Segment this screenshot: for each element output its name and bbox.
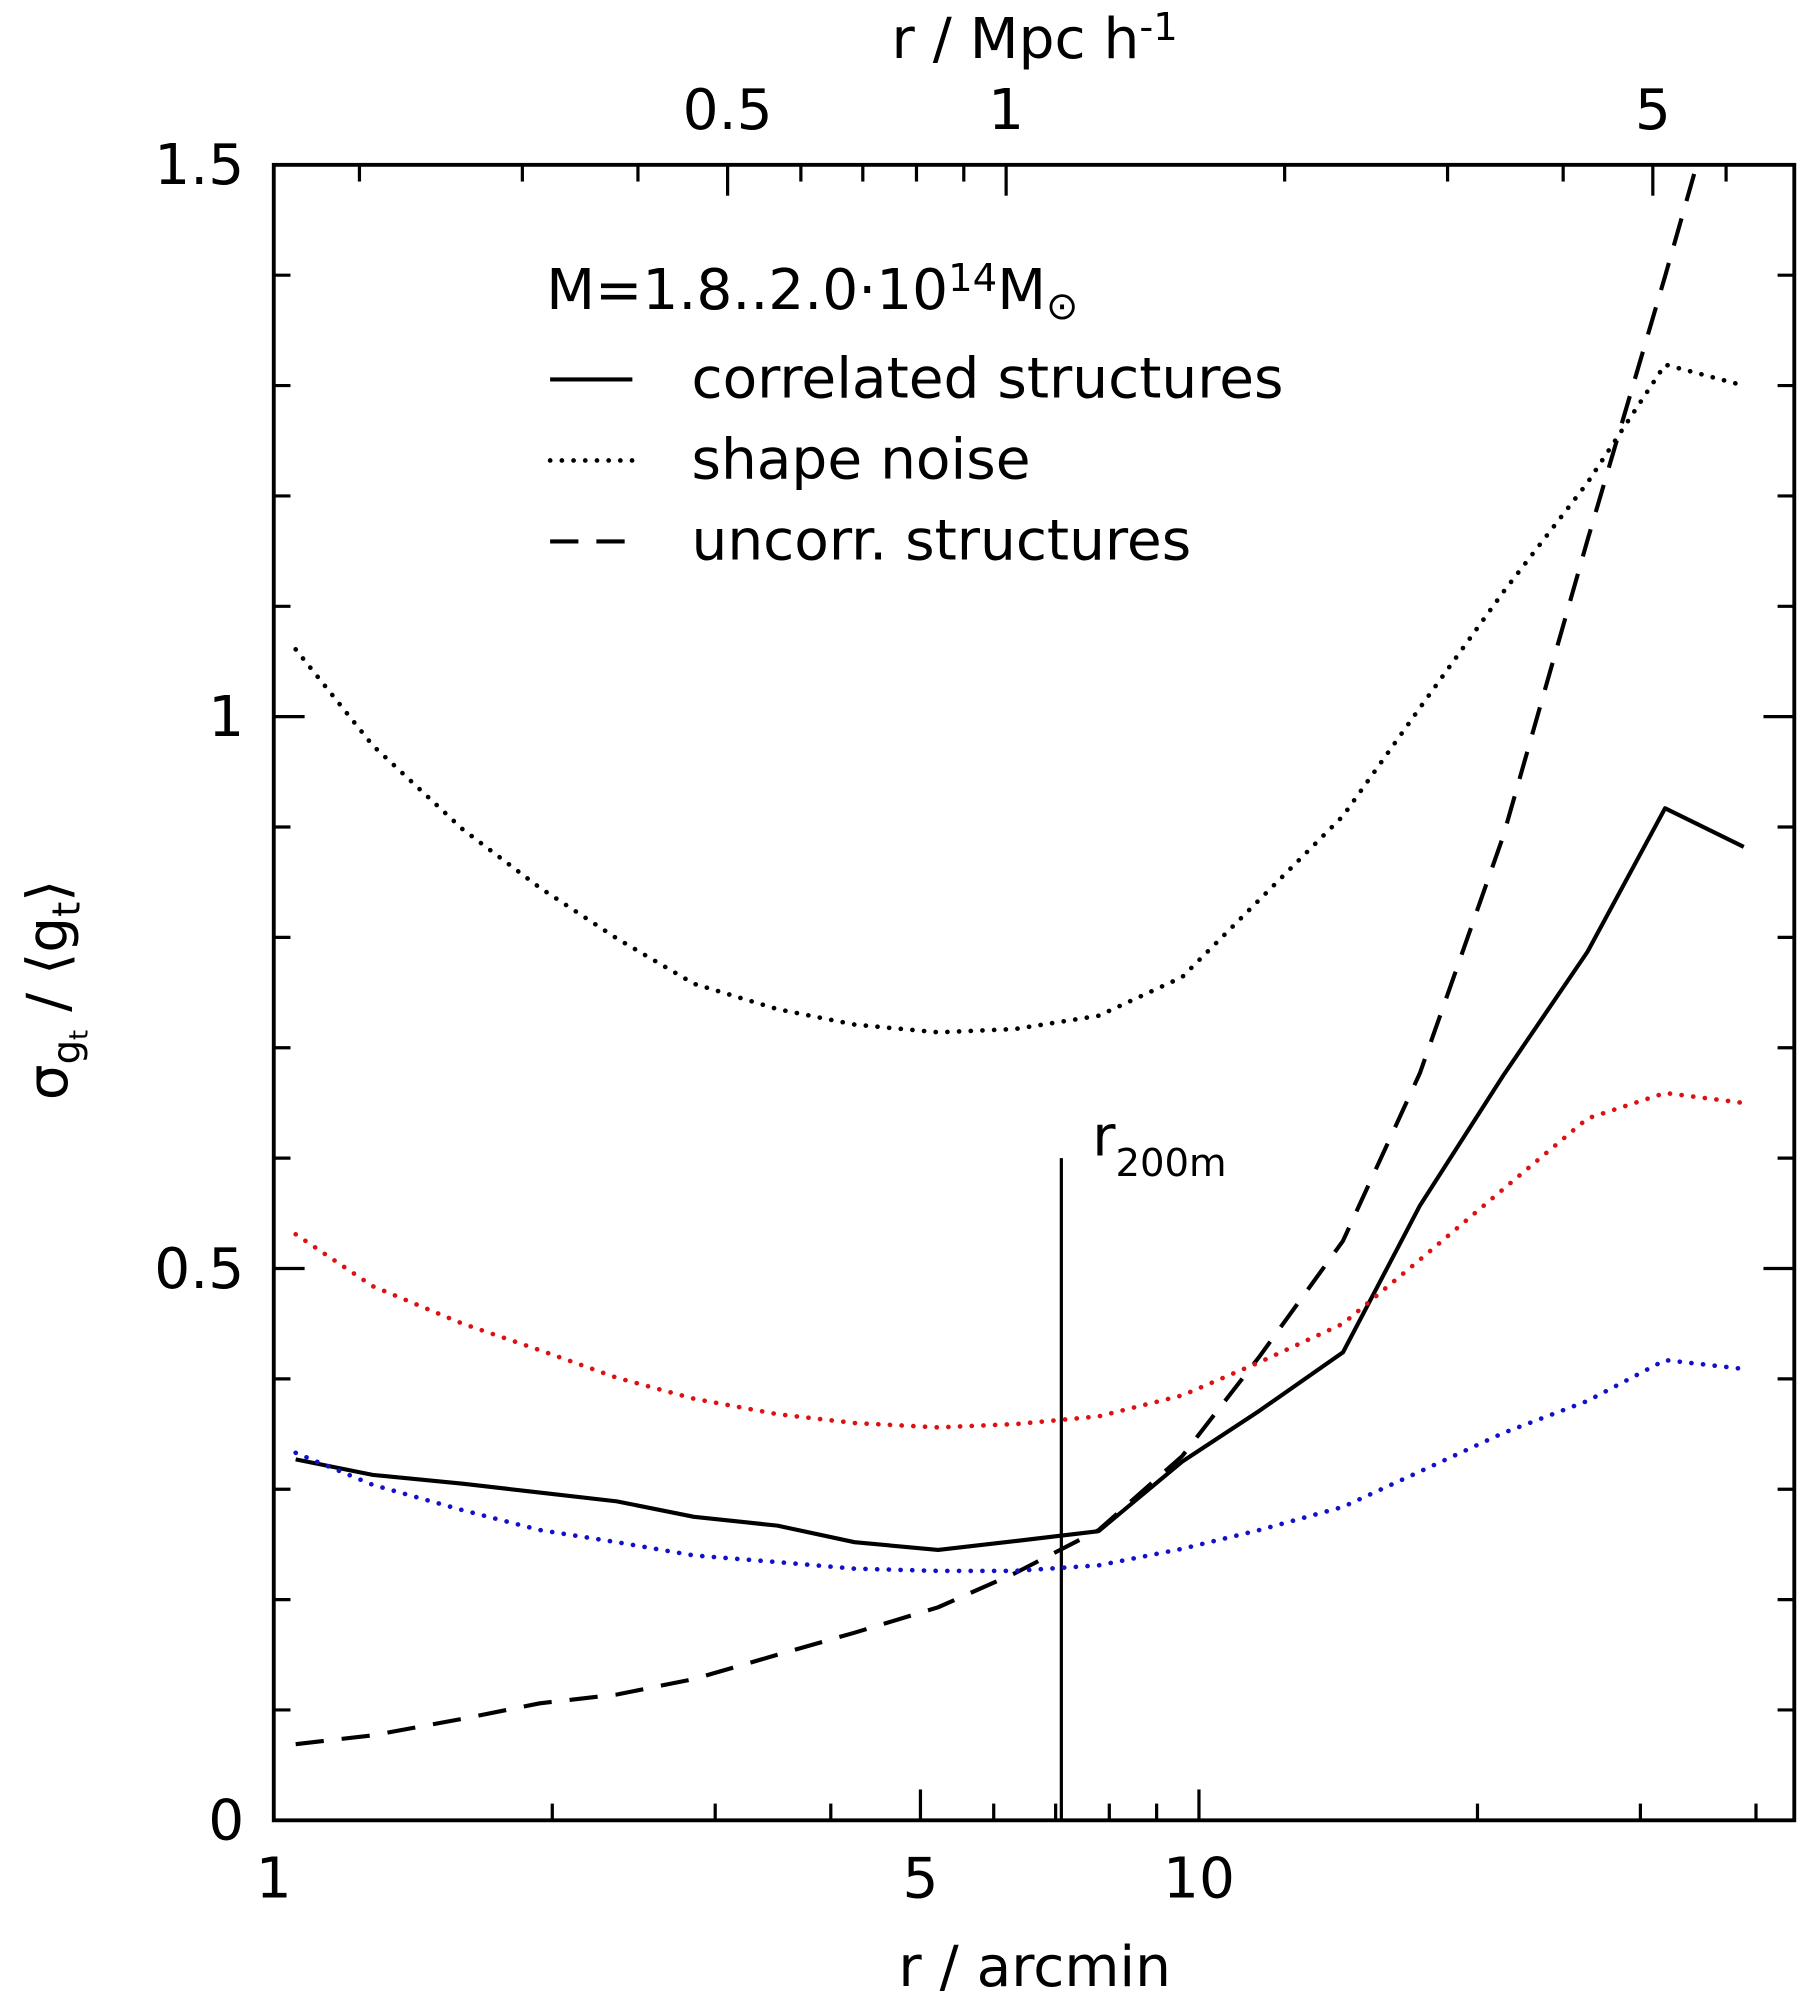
legend-title-sup: 14 xyxy=(948,256,997,301)
r200m-label-sub: 200m xyxy=(1115,1141,1226,1186)
y-tick-label: 1 xyxy=(208,685,244,750)
series-line xyxy=(293,1357,1747,1574)
y-label-sub: g xyxy=(45,1040,90,1064)
x2-tick-label: 0.5 xyxy=(683,78,773,143)
legend-title-sun: ⊙ xyxy=(1046,284,1078,329)
y-tick-label: 0 xyxy=(208,1789,244,1854)
x-tick-label: 5 xyxy=(902,1846,938,1911)
legend-title-main: M=1.8..2.0·10 xyxy=(546,258,948,323)
series-line xyxy=(295,164,1699,1747)
legend-label: uncorr. structures xyxy=(691,508,1191,573)
r200m-label-main: r xyxy=(1092,1105,1116,1170)
plot-frame xyxy=(271,162,1797,1823)
y-tick-label: 1.5 xyxy=(154,133,244,198)
x2-label-sup: -1 xyxy=(1139,5,1177,50)
series-line xyxy=(295,806,1745,1552)
x2-tick-label: 1 xyxy=(988,78,1024,143)
legend-title-m: M xyxy=(997,258,1046,323)
plot-area xyxy=(293,164,1747,1821)
x-tick-label: 10 xyxy=(1163,1846,1235,1911)
r200m-label: r200m xyxy=(1092,1105,1226,1187)
x2-label-main: r / Mpc h xyxy=(892,7,1140,72)
x-tick-label: 1 xyxy=(256,1846,292,1911)
legend-label: shape noise xyxy=(691,427,1030,492)
x2-tick-label: 5 xyxy=(1635,78,1671,143)
y-tick-label: 0.5 xyxy=(154,1237,244,1302)
x2-axis-label: r / Mpc h-1 xyxy=(892,5,1178,72)
y-label-subsub: t xyxy=(64,1030,94,1040)
y-label-end: ⟩ xyxy=(16,880,81,902)
series-line xyxy=(293,1090,1747,1430)
y-axis-label: σgt/ ⟨gt⟩ xyxy=(16,880,95,1101)
y-label-sigma: σ xyxy=(16,1064,81,1100)
legend-label: correlated structures xyxy=(691,346,1283,411)
y-label-mid: / ⟨g xyxy=(16,917,81,1012)
x-axis-label: r / arcmin xyxy=(898,1935,1171,2000)
legend-title: M=1.8..2.0·1014M⊙ xyxy=(546,256,1078,329)
y-label-sub3: t xyxy=(45,902,90,917)
series-line xyxy=(293,362,1747,1035)
